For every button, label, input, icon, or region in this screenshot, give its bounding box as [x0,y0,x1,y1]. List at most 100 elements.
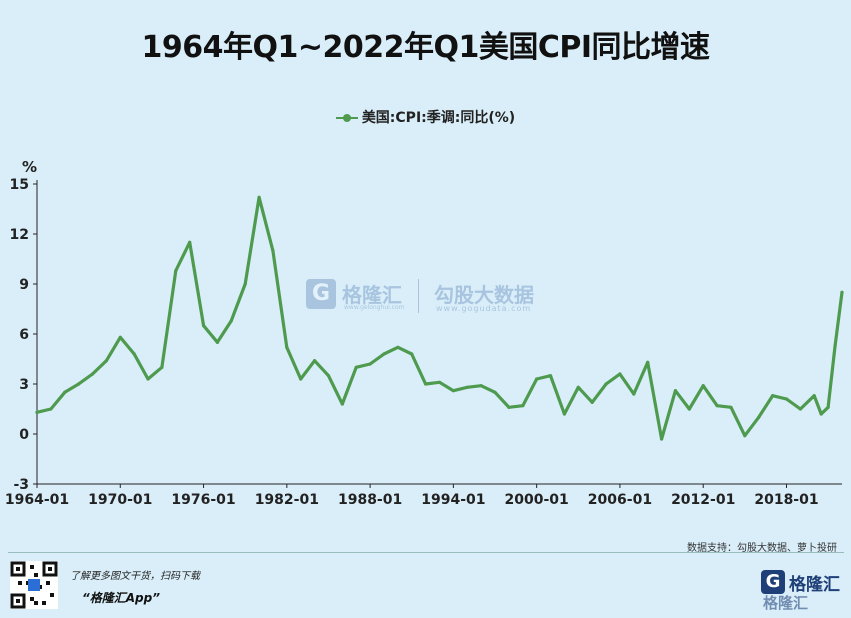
chart-title: 1964年Q1~2022年Q1美国CPI同比增速 [141,30,710,65]
data-point [63,390,67,394]
x-tick-label: 2006-01 [588,492,652,508]
data-point [188,240,192,244]
data-point [410,352,414,356]
data-point [312,359,317,363]
data-point [396,345,400,349]
watermark-divider [418,279,419,313]
data-point [576,385,580,389]
data-point [160,365,164,369]
data-point [798,407,802,411]
data-point [840,290,844,294]
gelonghui-icon: G [306,279,336,309]
data-point [437,380,442,384]
x-tick-label: 2018-01 [754,492,818,508]
data-point [299,377,303,381]
x-tick-label: 1976-01 [171,492,235,508]
logo-g-icon: G [761,570,785,594]
data-point [174,269,178,273]
y-tick-label: 0 [19,427,29,443]
logo-brand-reflection: 格隆汇 [763,594,809,612]
legend-label: 美国:CPI:季调:同比(%) [361,110,516,126]
promo-text: 了解更多图文干货，扫码下载 [70,571,200,582]
data-point [118,335,122,339]
data-point [590,400,594,404]
data-point [632,392,636,396]
x-tick-label: 1964-01 [5,492,69,508]
legend-line-marker [335,113,358,123]
y-tick-label: -3 [13,477,29,493]
data-point [659,437,664,441]
data-point [229,319,233,323]
y-tick-label: 12 [10,227,29,243]
data-point [90,372,95,376]
data-point [479,384,483,388]
data-point [833,344,837,348]
data-point [451,389,455,393]
data-source: 数据支持：勾股大数据、萝卜投研 [687,543,837,554]
data-point [604,382,608,386]
logo-brand: 格隆汇 [789,575,840,595]
data-point [215,340,220,344]
data-point [673,389,678,393]
promo-app-name: “格隆汇App” [82,591,160,605]
data-point [326,374,331,378]
data-point [701,384,705,388]
data-point [548,374,553,378]
data-point [562,412,567,416]
y-axis-unit: % [22,158,38,176]
data-point [368,362,372,366]
data-point [146,377,150,381]
data-point [729,405,733,409]
data-point [35,410,39,414]
watermark-brand: 格隆汇 [342,283,402,307]
data-point [826,405,830,409]
data-point [618,372,622,376]
data-point [243,282,247,286]
data-point [382,352,386,356]
x-tick-label: 1970-01 [88,492,152,508]
y-tick-label: 3 [19,377,29,393]
data-point [507,405,511,409]
x-tick-label: 1988-01 [338,492,402,508]
x-tick-label: 1994-01 [421,492,485,508]
data-point [493,390,497,394]
cpi-line-chart: -3 0 3 6 9 12 15 1964-01 1970-01 1976-01 1982-01 19… [5,177,844,508]
data-point [424,382,428,386]
watermark-brand-url: www.gelonghui.com [344,304,405,311]
chart-legend: 美国:CPI:季调:同比(%) [0,107,851,127]
footer-divider [8,552,844,553]
x-tick-label: 1982-01 [255,492,319,508]
watermark-partner: 勾股大数据 [434,283,534,307]
data-point [743,434,747,438]
data-point [285,345,289,349]
series-line-cpi [35,195,844,441]
x-tick-label: 2012-01 [671,492,735,508]
data-point [49,407,53,411]
data-point [257,195,261,199]
y-tick-label: 9 [19,277,29,293]
data-point [521,404,525,408]
y-tick-label: 15 [10,177,29,193]
data-point [354,365,358,369]
data-point [646,360,650,364]
qr-code-icon[interactable] [10,561,58,609]
data-point [819,412,823,416]
data-point [77,382,81,386]
data-point [784,397,789,401]
data-point [201,324,206,328]
data-point [715,404,719,408]
data-point [132,352,136,356]
watermark-partner-url: www.gogudata.com [436,304,532,313]
data-point [771,394,775,398]
data-point [465,385,469,389]
watermark: G 格隆汇 www.gelonghui.com 勾股大数据 www.goguda… [306,277,546,317]
x-tick-label: 2000-01 [505,492,569,508]
data-point [104,359,108,363]
data-point [340,402,344,406]
data-point [757,415,761,419]
gelonghui-logo: G 格隆汇 格隆汇 [761,568,845,612]
data-point [687,407,691,411]
y-tick-label: 6 [19,327,29,343]
data-point [271,249,275,253]
data-point [535,377,539,381]
